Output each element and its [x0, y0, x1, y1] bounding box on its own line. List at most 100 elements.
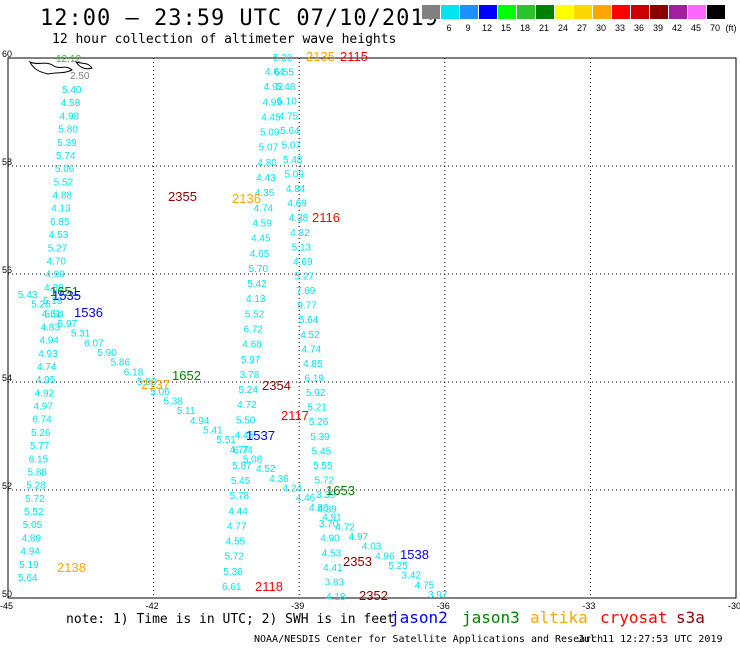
swh-track3-value: 4.39: [317, 505, 337, 516]
swh-track2-value: 4.74: [254, 203, 274, 214]
swh-track3-value: 5.07: [282, 140, 302, 151]
legend-swatch-33: [611, 5, 630, 19]
swh-track3-value: 6.19: [305, 373, 325, 384]
swh-track1-value: 4.98: [60, 111, 80, 122]
swh-track4-value: 4.86: [309, 503, 329, 514]
swh-track3-value: 4.69: [287, 199, 307, 210]
lon-label: -30: [728, 601, 740, 611]
swh-track4-value: 4.94: [190, 416, 210, 427]
swh-track3-value: 5.92: [306, 388, 326, 399]
legend-swatch-12: [478, 5, 497, 19]
legend-unit: (ft): [725, 23, 737, 33]
pass-time-label: 1535: [52, 288, 81, 303]
swh-track4-value: 5.38: [163, 396, 183, 407]
lon-label: -33: [582, 601, 595, 611]
swh-track4-value: 5.31: [71, 329, 91, 340]
pass-time-label: 2353: [343, 554, 372, 569]
swh-track3-value: 5.64: [280, 126, 300, 137]
legend-swatch-42: [668, 5, 687, 19]
swh-track3-value: 5.45: [312, 446, 332, 457]
pass-time-label: 2138: [57, 560, 86, 575]
swh-track4-value: 4.75: [415, 580, 435, 591]
swh-track2-value: 4.64: [265, 67, 285, 78]
swh-track1-value: 4.58: [61, 98, 81, 109]
pass-time-label: 1537: [246, 428, 275, 443]
swh-track4-value: 5.86: [111, 358, 131, 369]
swh-track1-value: 5.06: [55, 164, 75, 175]
footer-credit: NOAA/NESDIS Center for Satellite Applica…: [254, 634, 604, 645]
pass-time-label: 2354: [262, 378, 291, 393]
swh-track3-value: 5.55: [313, 461, 333, 472]
swh-track4-value: 6.07: [84, 338, 104, 349]
swh-track2-value: 5.97: [241, 355, 261, 366]
swh-gray-value: 2.50: [70, 71, 90, 82]
legend-swatch-15: [497, 5, 516, 19]
swh-track2-value: 4.77: [227, 521, 247, 532]
legend-label-42: 42: [671, 23, 682, 33]
swh-track3-value: 4.52: [300, 330, 320, 341]
lat-label: 58: [2, 157, 12, 167]
swh-track1-value: 4.99: [45, 270, 65, 281]
swh-track1-value: 4.39: [44, 283, 64, 294]
sat-jason2: jason2: [390, 608, 448, 627]
swh-track3-value: 6.55: [274, 68, 294, 79]
legend-label-45: 45: [690, 23, 701, 33]
legend-swatch-18: [516, 5, 535, 19]
swh-track3-value: 4.90: [320, 534, 340, 545]
lon-label: -45: [0, 601, 13, 611]
swh-track2-value: 5.50: [236, 415, 256, 426]
swh-track2-value: 4.45: [251, 234, 271, 245]
swh-track1-value: 5.77: [30, 441, 50, 452]
swh-track4-value: 5.11: [177, 406, 196, 417]
swh-track2-value: 4.45: [261, 112, 281, 123]
swh-track3-value: 4.18: [326, 592, 346, 603]
swh-track1-value: 5.39: [57, 138, 77, 149]
swh-track2-value: 5.42: [247, 279, 267, 290]
pass-time-label: 1652: [172, 368, 201, 383]
swh-track4-value: 5.26: [31, 300, 51, 311]
swh-track2-value: 4.80: [257, 158, 277, 169]
swh-track1-value: 5.74: [56, 151, 76, 162]
legend-swatch-24: [554, 5, 573, 19]
swh-track2-value: 5.24: [238, 385, 258, 396]
swh-track2-value: 4.44: [228, 506, 248, 517]
legend-label-12: 12: [481, 23, 492, 33]
swh-track3-value: 5.72: [315, 475, 335, 486]
legend-label-39: 39: [652, 23, 663, 33]
swh-track4-value: 4.91: [322, 513, 342, 524]
swh-track3-value: 9.77: [297, 301, 317, 312]
legend-swatch-36: [630, 5, 649, 19]
pass-time-label: 1651: [50, 284, 79, 299]
swh-track4-value: 5.41: [203, 425, 223, 436]
legend-swatch-6: [440, 5, 459, 19]
swh-track2-value: 4.72: [237, 400, 257, 411]
swh-track1-value: 4.53: [49, 230, 69, 241]
swh-track3-value: 4.38: [289, 213, 309, 224]
swh-track3-value: 5.21: [307, 403, 327, 414]
legend-label-33: 33: [614, 23, 625, 33]
coastline: [28, 60, 73, 75]
swh-track4-value: 4.97: [349, 532, 369, 543]
legend-label-18: 18: [519, 23, 530, 33]
swh-track1-value: 5.40: [62, 85, 82, 96]
swh-track2-value: 5.72: [225, 552, 245, 563]
swh-track4-value: 5.90: [97, 348, 117, 359]
sat-altika: altika: [530, 608, 588, 627]
swh-track4-value: 4.77: [230, 445, 250, 456]
swh-track4-value: 4.96: [375, 551, 395, 562]
pass-time-label: 2135: [306, 49, 335, 64]
swh-track4-value: 5.51: [216, 435, 236, 446]
pass-time-label: 1653: [326, 483, 355, 498]
map-subtitle: 12 hour collection of altimeter wave hei…: [52, 32, 397, 47]
swh-track4-value: 4.03: [362, 542, 382, 553]
legend-swatch-45: [687, 5, 706, 19]
lon-label: -36: [437, 601, 450, 611]
swh-track3-value: 7.69: [296, 286, 316, 297]
lat-label: 50: [2, 589, 12, 599]
legend-label-24: 24: [557, 23, 568, 33]
swh-track3-value: 4.85: [303, 359, 323, 370]
swh-track1-value: 4.92: [35, 388, 55, 399]
swh-track3-value: 5.64: [299, 315, 319, 326]
swh-track1-value: 5.26: [31, 428, 51, 439]
legend-swatch-39: [649, 5, 668, 19]
